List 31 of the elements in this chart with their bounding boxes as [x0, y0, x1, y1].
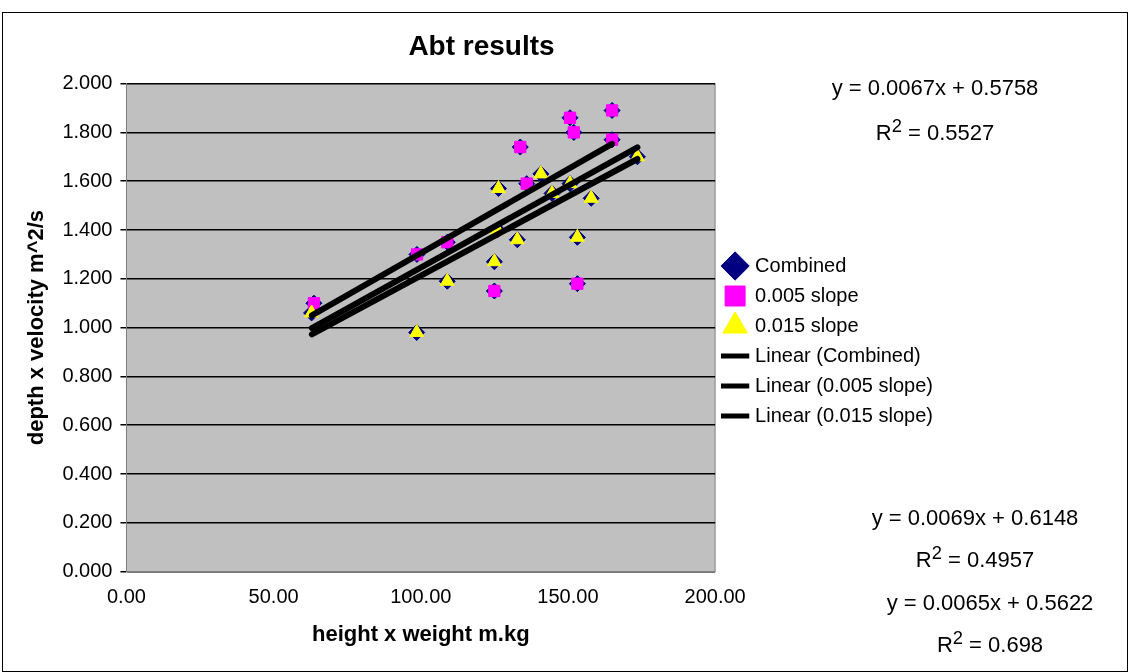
- y-tick-label: 1.800: [62, 119, 113, 142]
- y-tick-label: 0.600: [62, 412, 113, 435]
- y-axis-title: depth x velocity m^2/s: [23, 209, 49, 446]
- y-tick-label: 1.400: [62, 217, 113, 240]
- x-tick-label: 50.00: [248, 585, 299, 608]
- y-tick-label: 0.800: [62, 363, 113, 386]
- x-axis-title: height x weight m.kg: [311, 620, 530, 646]
- y-tick-label: 0.400: [62, 461, 113, 484]
- legend-label: Linear (Combined): [755, 343, 921, 366]
- text: R$^{2}$ = 0.698: [936, 627, 1044, 659]
- text: R$^{2}$ = 0.4957: [915, 542, 1035, 574]
- legend-label: Linear (0.015 slope): [755, 403, 933, 426]
- legend-label: Linear (0.005 slope): [755, 373, 933, 396]
- legend-label: Combined: [755, 253, 847, 276]
- legend-label: 0.005 slope: [755, 283, 859, 306]
- text: y = 0.0069x + 0.6148: [871, 505, 1079, 531]
- y-tick-label: 1.600: [62, 168, 113, 191]
- text: y = 0.0065x + 0.5622: [886, 590, 1094, 616]
- legend-label: 0.015 slope: [755, 313, 859, 336]
- x-tick-label: 100.00: [390, 585, 452, 608]
- y-tick-label: 0.200: [62, 510, 113, 533]
- y-tick-label: 2.000: [62, 71, 113, 94]
- text: R$^{2}$ = 0.5527: [875, 115, 995, 147]
- chart-title: Abt results: [408, 29, 555, 61]
- y-tick-label: 1.200: [62, 266, 113, 289]
- x-tick-label: 0.00: [106, 585, 146, 608]
- x-tick-label: 150.00: [537, 585, 599, 608]
- text: y = 0.0067x + 0.5758: [831, 75, 1039, 101]
- y-tick-label: 1.000: [62, 315, 113, 338]
- x-tick-label: 200.00: [684, 585, 746, 608]
- y-tick-label: 0.000: [62, 559, 113, 582]
